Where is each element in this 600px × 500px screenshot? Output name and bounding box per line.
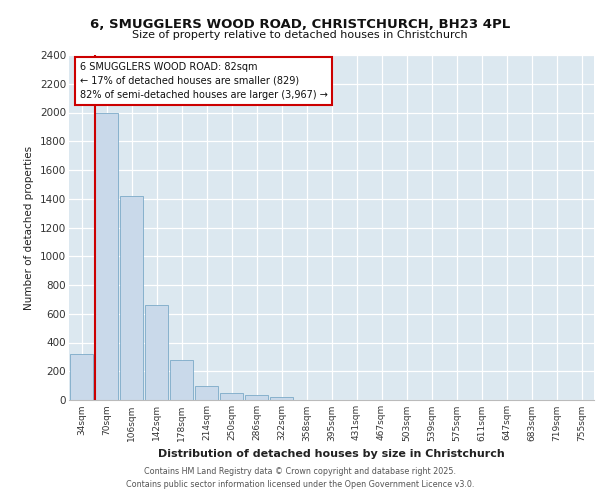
Bar: [220, 393, 243, 400]
Bar: [95, 112, 118, 400]
Text: 6, SMUGGLERS WOOD ROAD, CHRISTCHURCH, BH23 4PL: 6, SMUGGLERS WOOD ROAD, CHRISTCHURCH, BH…: [90, 18, 510, 30]
Bar: [195, 386, 218, 400]
Bar: [145, 305, 168, 400]
X-axis label: Distribution of detached houses by size in Christchurch: Distribution of detached houses by size …: [158, 449, 505, 459]
Text: Contains HM Land Registry data © Crown copyright and database right 2025.
Contai: Contains HM Land Registry data © Crown c…: [126, 467, 474, 489]
Bar: [270, 397, 293, 400]
Text: Size of property relative to detached houses in Christchurch: Size of property relative to detached ho…: [132, 30, 468, 40]
Text: 6 SMUGGLERS WOOD ROAD: 82sqm
← 17% of detached houses are smaller (829)
82% of s: 6 SMUGGLERS WOOD ROAD: 82sqm ← 17% of de…: [79, 62, 328, 100]
Bar: [70, 354, 93, 400]
Y-axis label: Number of detached properties: Number of detached properties: [25, 146, 34, 310]
Bar: [245, 395, 268, 400]
Bar: [170, 360, 193, 400]
Bar: [120, 196, 143, 400]
